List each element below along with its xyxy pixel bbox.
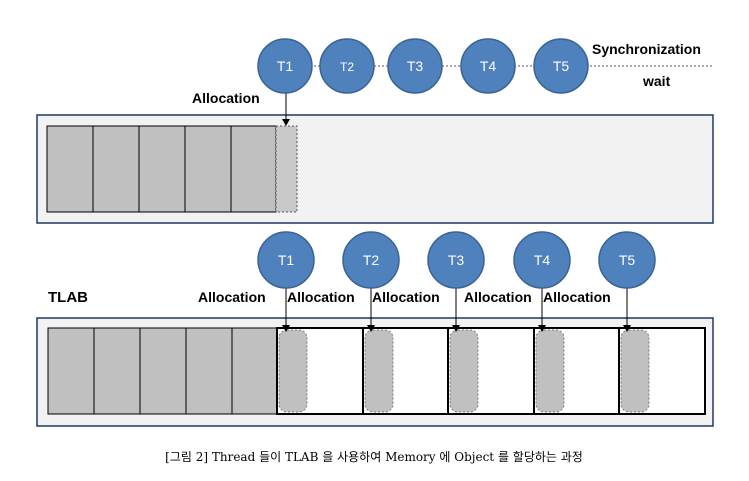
svg-text:T4: T4 (534, 252, 551, 268)
object-block (47, 327, 95, 415)
thread-t1-top: T1 (257, 38, 313, 94)
svg-text:T3: T3 (407, 58, 424, 74)
tlab-object-t1 (278, 329, 308, 413)
tlab-object-t3 (449, 329, 479, 413)
tlab-label: TLAB (48, 289, 88, 306)
svg-text:T2: T2 (340, 60, 354, 74)
synchronization-label: Synchronization (592, 41, 701, 57)
object-block (46, 125, 94, 213)
allocation-label-t4: Allocation (464, 289, 532, 305)
svg-text:T1: T1 (277, 58, 294, 74)
thread-t3-bottom: T3 (427, 231, 485, 289)
allocation-label: Allocation (192, 90, 260, 106)
bottom-object-blocks (47, 327, 279, 415)
object-block (138, 125, 186, 213)
thread-t5-bottom: T5 (598, 231, 656, 289)
object-block (139, 327, 187, 415)
tlab-object-t5 (620, 329, 650, 413)
svg-text:T4: T4 (480, 58, 497, 74)
thread-t4-top: T4 (460, 38, 516, 94)
thread-t2-bottom: T2 (342, 231, 400, 289)
object-block (92, 125, 140, 213)
svg-text:T1: T1 (278, 252, 295, 268)
thread-t2-top: T2 (319, 38, 375, 94)
tlab-object-t4 (535, 329, 565, 413)
svg-text:T3: T3 (448, 252, 465, 268)
svg-text:T2: T2 (363, 252, 380, 268)
allocation-label-t3: Allocation (372, 289, 440, 305)
object-block (230, 125, 277, 213)
thread-t3-top: T3 (387, 38, 443, 94)
object-block (185, 327, 233, 415)
allocation-label-t2: Allocation (287, 289, 355, 305)
wait-label: wait (642, 73, 671, 89)
svg-text:T5: T5 (619, 252, 636, 268)
allocation-label-t5: Allocation (543, 289, 611, 305)
top-object-blocks (46, 125, 298, 213)
object-block (184, 125, 232, 213)
allocating-object-block (275, 125, 298, 213)
object-block (93, 327, 141, 415)
allocation-label-t1: Allocation (198, 289, 266, 305)
svg-text:T5: T5 (553, 58, 570, 74)
thread-t1-bottom: T1 (257, 231, 315, 289)
tlab-object-t2 (364, 329, 394, 413)
thread-t5-top: T5 (533, 38, 589, 94)
object-block (231, 327, 279, 415)
figure-caption: [그림 2] Thread 들이 TLAB 을 사용하여 Memory 에 Ob… (165, 450, 583, 464)
thread-t4-bottom: T4 (513, 231, 571, 289)
